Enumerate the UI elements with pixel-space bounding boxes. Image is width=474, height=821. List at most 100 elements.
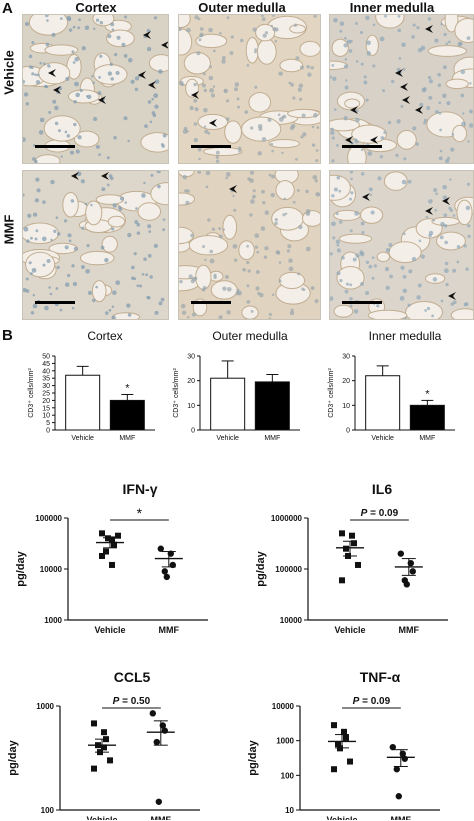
data-point xyxy=(403,581,410,588)
y-axis-label: pg/day xyxy=(15,550,27,586)
dot-plot-2: IL6 10000 100000 1000000 pg/day Vehicle MMF P =… xyxy=(255,481,448,635)
x-tick-label: Vehicle xyxy=(71,435,94,442)
chart-title: Inner medulla xyxy=(369,330,442,343)
significance-mark: * xyxy=(125,382,130,394)
column-header-cortex: Cortex xyxy=(75,0,117,15)
y-tick-label: 1000 xyxy=(44,616,62,625)
data-point xyxy=(395,793,402,800)
tissue-image xyxy=(330,171,473,319)
data-point xyxy=(109,536,115,543)
y-axis-label: pg/day xyxy=(255,550,267,586)
chart-title: TNF-α xyxy=(360,669,401,685)
y-tick-label: 45 xyxy=(42,361,50,368)
y-tick-label: 25 xyxy=(42,391,50,398)
micrograph-mmf-outer-medulla xyxy=(178,170,321,320)
y-tick-label: 100 xyxy=(41,806,55,815)
y-tick-label: 10 xyxy=(342,403,350,410)
data-point xyxy=(91,765,97,772)
cytokine-dot-plots: IFN-γ 1000 10000 100000 pg/day Vehicle MMF * IL6… xyxy=(7,481,448,820)
arrowhead-icon xyxy=(161,41,168,49)
arrowhead-icon xyxy=(400,83,408,91)
arrowhead-icon xyxy=(48,69,56,77)
data-point xyxy=(339,577,345,584)
arrowhead-icon xyxy=(425,25,433,33)
y-axis-label: pg/day xyxy=(7,739,19,775)
y-tick-label: 0 xyxy=(346,428,350,435)
micrograph-mmf-inner-medulla xyxy=(329,170,474,320)
scale-bar xyxy=(35,145,75,148)
x-tick-label: MMF xyxy=(391,815,412,820)
chart-title: IFN-γ xyxy=(123,481,158,497)
data-point xyxy=(351,540,357,547)
column-header-inner-medulla: Inner medulla xyxy=(349,0,435,15)
y-axis-label: CD3⁺ cells/mm² xyxy=(328,368,335,418)
data-point xyxy=(409,568,416,575)
scale-bar xyxy=(191,145,231,148)
y-tick-label: 35 xyxy=(42,376,50,383)
micrograph-mmf-cortex xyxy=(22,170,169,320)
x-tick-label: Vehicle xyxy=(371,435,394,442)
tissue-image xyxy=(23,171,168,319)
y-tick-label: 100000 xyxy=(275,565,302,574)
x-tick-label: Vehicle xyxy=(94,625,125,635)
arrowhead-icon xyxy=(53,86,61,94)
significance-mark: P = 0.09 xyxy=(361,508,399,519)
bar-chart-3: Inner medulla 0 10 20 30 CD3⁺ cells/mm² Vehicl… xyxy=(328,330,455,442)
y-tick-label: 0 xyxy=(191,428,195,435)
y-tick-label: 10000 xyxy=(280,616,303,625)
arrowhead-icon xyxy=(402,96,410,104)
arrowhead-icon xyxy=(209,119,217,127)
arrowhead-icon xyxy=(362,193,370,201)
arrowhead-icon xyxy=(143,31,151,39)
x-tick-label: MMF xyxy=(399,625,420,635)
dot-plot-4: TNF-α 10 100 1000 10000 pg/day Vehicle MMF P = 0… xyxy=(247,669,440,820)
data-point xyxy=(349,532,355,539)
arrowhead-icon xyxy=(138,71,146,79)
significance-mark: P = 0.09 xyxy=(353,696,391,707)
data-point xyxy=(343,545,349,552)
micrograph-vehicle-inner-medulla xyxy=(329,14,474,164)
data-point xyxy=(101,744,107,751)
arrowhead-icon xyxy=(370,136,378,144)
y-tick-label: 30 xyxy=(187,354,195,361)
significance-mark: P = 0.50 xyxy=(113,696,151,707)
y-tick-label: 15 xyxy=(42,405,50,412)
y-tick-label: 1000 xyxy=(36,702,54,711)
data-point xyxy=(149,710,156,717)
data-point xyxy=(111,541,117,548)
y-tick-label: 100 xyxy=(281,771,295,780)
y-axis-label: CD3⁺ cells/mm² xyxy=(28,368,35,418)
x-tick-label: Vehicle xyxy=(334,625,365,635)
bar-vehicle xyxy=(365,375,401,431)
arrowhead-icon xyxy=(101,172,109,180)
arrowhead-icon xyxy=(71,172,79,180)
x-tick-label: MMF xyxy=(119,435,135,442)
y-tick-label: 50 xyxy=(42,354,50,361)
significance-mark: * xyxy=(137,505,143,521)
data-point xyxy=(157,545,164,552)
chart-title: IL6 xyxy=(372,481,392,497)
chart-title: CCL5 xyxy=(114,669,151,685)
tissue-image xyxy=(179,15,320,163)
y-tick-label: 10 xyxy=(285,806,294,815)
data-point xyxy=(163,573,170,581)
y-tick-label: 1000000 xyxy=(271,514,303,523)
chart-title: Cortex xyxy=(87,330,122,343)
data-point xyxy=(393,766,400,773)
row-header-vehicle: Vehicle xyxy=(1,50,17,95)
panel-label-b: B xyxy=(2,327,13,344)
tissue-image xyxy=(179,171,320,319)
data-point xyxy=(343,734,349,741)
data-point xyxy=(401,755,408,762)
data-point xyxy=(101,729,107,736)
scale-bar xyxy=(191,301,231,304)
tissue-image xyxy=(23,15,168,163)
y-tick-label: 10 xyxy=(187,403,195,410)
bar-mmf xyxy=(109,399,145,431)
x-tick-label: Vehicle xyxy=(326,815,357,820)
y-tick-label: 20 xyxy=(342,378,350,385)
data-point xyxy=(99,552,105,559)
bar-vehicle xyxy=(65,374,101,431)
arrowhead-icon xyxy=(448,292,456,300)
